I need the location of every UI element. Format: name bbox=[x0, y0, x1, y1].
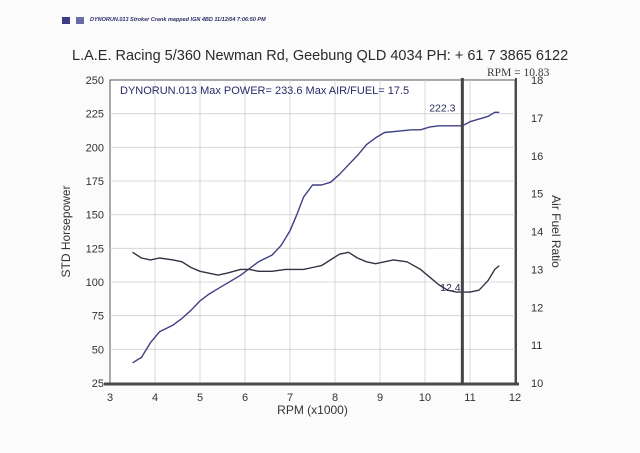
x-tick-label: 12 bbox=[509, 392, 521, 404]
x-tick-label: 5 bbox=[197, 392, 203, 404]
y-right-tick-label: 10 bbox=[531, 378, 543, 390]
y-left-tick-label: 150 bbox=[86, 210, 104, 222]
air-fuel-cursor-label: 12.4 bbox=[440, 282, 461, 294]
x-tick-label: 7 bbox=[287, 392, 293, 404]
y-left-tick-label: 50 bbox=[92, 344, 104, 356]
y-right-tick-label: 17 bbox=[531, 113, 543, 125]
y-left-tick-label: 100 bbox=[86, 277, 104, 289]
chart-info-text: DYNORUN.013 Max POWER= 233.6 Max AIR/FUE… bbox=[120, 85, 409, 97]
header-square-icon bbox=[62, 16, 70, 24]
y-right-tick-label: 12 bbox=[531, 302, 543, 314]
y-left-axis-title: STD Horsepower bbox=[59, 185, 73, 277]
plot-area bbox=[109, 79, 516, 384]
y-right-tick-label: 16 bbox=[531, 151, 543, 163]
company-header: L.A.E. Racing 5/360 Newman Rd, Geebung Q… bbox=[72, 48, 569, 64]
y-left-tick-label: 75 bbox=[92, 311, 104, 323]
y-right-axis-title: Air Fuel Ratio bbox=[549, 195, 563, 268]
y-right-tick-label: 18 bbox=[531, 75, 543, 87]
y-left-tick-label: 200 bbox=[86, 142, 104, 154]
header-square-icon bbox=[76, 16, 84, 24]
power-cursor-label: 222.3 bbox=[429, 102, 455, 114]
x-tick-label: 6 bbox=[242, 392, 248, 404]
x-tick-label: 9 bbox=[377, 392, 383, 404]
rpm-readout: RPM = 10.83 bbox=[487, 67, 550, 79]
run-header: DYNORUN.013 Stroker Crank mapped IGN 4BD… bbox=[62, 13, 266, 27]
y-right-tick-label: 13 bbox=[531, 264, 543, 276]
y-right-tick-label: 14 bbox=[531, 227, 543, 239]
x-tick-label: 8 bbox=[332, 392, 338, 404]
x-axis-title: RPM (x1000) bbox=[277, 403, 348, 417]
y-left-tick-label: 25 bbox=[92, 378, 104, 390]
y-right-tick-label: 11 bbox=[531, 340, 542, 352]
y-left-tick-label: 225 bbox=[86, 109, 104, 121]
x-tick-label: 3 bbox=[107, 392, 113, 404]
x-tick-label: 11 bbox=[464, 392, 475, 404]
x-tick-label: 10 bbox=[419, 392, 431, 404]
y-left-tick-label: 125 bbox=[86, 243, 104, 255]
run-header-text: DYNORUN.013 Stroker Crank mapped IGN 4BD… bbox=[90, 17, 266, 23]
y-left-tick-label: 175 bbox=[86, 176, 104, 188]
air-fuel-curve bbox=[132, 251, 500, 293]
x-tick-label: 4 bbox=[152, 392, 158, 404]
y-left-tick-label: 250 bbox=[86, 75, 104, 87]
power-curve bbox=[132, 111, 500, 364]
y-right-tick-label: 15 bbox=[531, 189, 543, 201]
